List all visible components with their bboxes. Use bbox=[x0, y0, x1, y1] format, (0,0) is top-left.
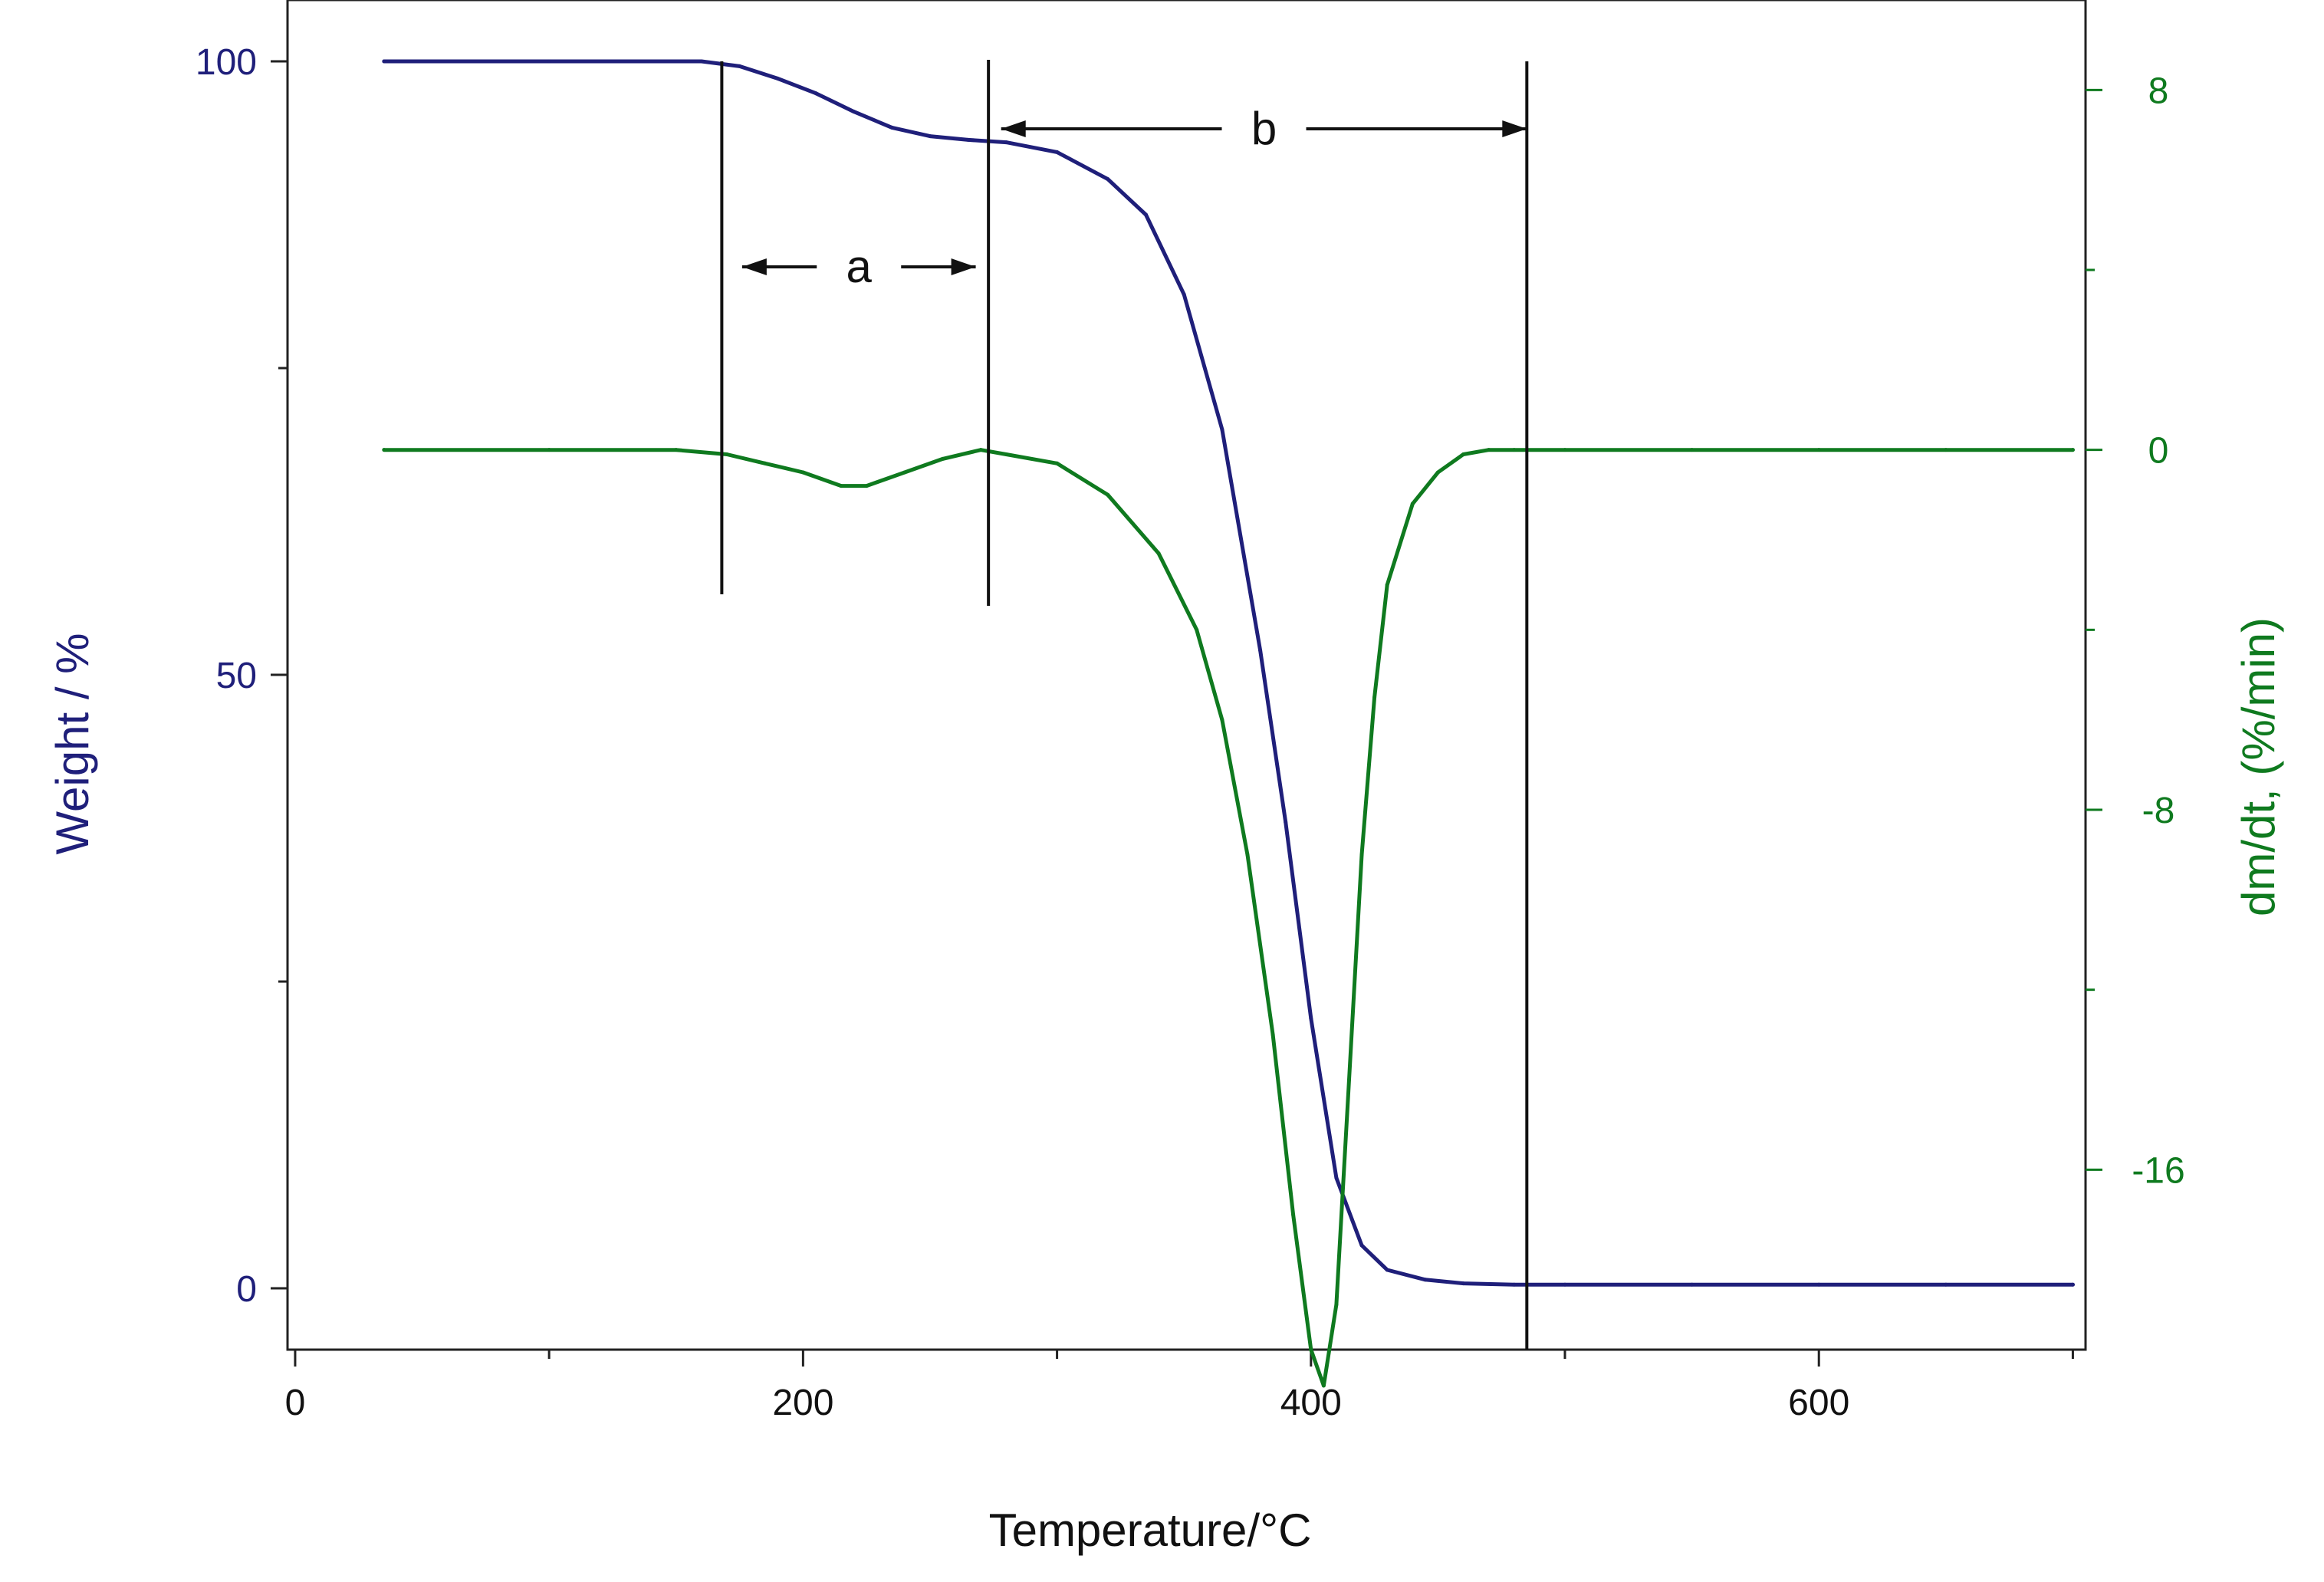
x-tick-label: 400 bbox=[1280, 1383, 1342, 1423]
dmdt-point bbox=[902, 470, 907, 475]
annotation-arrowhead-left bbox=[741, 258, 767, 275]
dmdt-point bbox=[1487, 448, 1491, 452]
dmdt-point bbox=[547, 448, 551, 452]
annotation-arrowhead-right bbox=[1502, 120, 1527, 137]
weight-point bbox=[814, 91, 818, 96]
dmdt-point bbox=[725, 452, 729, 457]
dmdt-point bbox=[1309, 1347, 1313, 1352]
dmdt-point bbox=[763, 461, 768, 465]
x-tick-label: 600 bbox=[1788, 1383, 1849, 1423]
weight-point bbox=[1816, 1282, 1821, 1287]
x-tick-label: 0 bbox=[285, 1383, 306, 1423]
weight-point bbox=[1334, 1176, 1339, 1180]
weight-series-line bbox=[382, 59, 2075, 1287]
weight-point bbox=[775, 76, 780, 81]
y-right-axis-title: dm/dt, (%/min) bbox=[2233, 617, 2284, 916]
dmdt-point bbox=[382, 448, 386, 452]
weight-point bbox=[1512, 1282, 1517, 1287]
dmdt-point bbox=[1816, 448, 1821, 452]
y-right-tick-label: -8 bbox=[2142, 791, 2175, 831]
dmdt-point bbox=[1195, 627, 1199, 632]
x-tick-label: 200 bbox=[772, 1383, 833, 1423]
dmdt-point bbox=[1245, 853, 1250, 857]
dmdt-point bbox=[1461, 452, 1466, 457]
dmdt-point bbox=[1004, 452, 1008, 457]
weight-point bbox=[382, 59, 386, 64]
series-lines bbox=[382, 59, 2075, 1388]
dmdt-point bbox=[1410, 502, 1415, 506]
weight-point bbox=[1563, 1282, 1567, 1287]
tick-labels: 0 200 400 600 0 50 100 8 0 -8 -16 bbox=[196, 42, 2185, 1423]
weight-point bbox=[928, 134, 932, 139]
weight-point bbox=[1182, 292, 1186, 297]
weight-point bbox=[1144, 212, 1149, 217]
y-right-tick-label: 0 bbox=[2148, 431, 2169, 472]
weight-point bbox=[1423, 1278, 1428, 1282]
annotation-arrowhead-right bbox=[951, 258, 976, 275]
weight-point bbox=[1220, 427, 1224, 432]
weight-point bbox=[699, 59, 704, 64]
weight-point bbox=[1359, 1243, 1364, 1248]
annotations: ab bbox=[720, 60, 1529, 1350]
y-left-tick-label: 100 bbox=[196, 42, 257, 83]
dmdt-point bbox=[1156, 551, 1161, 556]
dmdt-point bbox=[839, 484, 843, 488]
dmdt-point bbox=[2070, 448, 2075, 452]
weight-point bbox=[1284, 820, 1288, 824]
weight-point bbox=[547, 59, 551, 64]
dmdt-point bbox=[800, 470, 805, 475]
dmdt-point bbox=[978, 448, 983, 452]
weight-point bbox=[1055, 150, 1060, 154]
weight-point bbox=[2070, 1282, 2075, 1287]
dmdt-point bbox=[1321, 1383, 1326, 1388]
dmdt-point bbox=[1346, 1077, 1351, 1082]
dmdt-point bbox=[1334, 1302, 1339, 1307]
dmdt-point bbox=[1055, 461, 1060, 465]
dmdt-point bbox=[1563, 448, 1567, 452]
y-right-tick-label: 8 bbox=[2148, 71, 2169, 111]
weight-point bbox=[1258, 648, 1263, 653]
dmdt-point bbox=[864, 484, 869, 488]
tick-marks bbox=[271, 60, 2102, 1367]
weight-point bbox=[1106, 177, 1110, 182]
dmdt-point bbox=[1291, 1212, 1296, 1217]
weight-point bbox=[1690, 1282, 1695, 1287]
x-axis-title: Temperature/°C bbox=[989, 1505, 1312, 1556]
weight-point bbox=[1385, 1268, 1389, 1272]
dmdt-point bbox=[1359, 853, 1364, 857]
dmdt-point bbox=[1372, 695, 1377, 699]
weight-point bbox=[738, 64, 742, 68]
weight-point bbox=[966, 137, 971, 142]
weight-point bbox=[852, 110, 856, 114]
dmdt-point bbox=[1512, 448, 1517, 452]
dmdt-point bbox=[1220, 718, 1224, 722]
annotation-label: b bbox=[1251, 103, 1277, 154]
dmdt-point bbox=[1944, 448, 1948, 452]
weight-point bbox=[1004, 140, 1008, 145]
weight-point bbox=[1461, 1281, 1466, 1286]
dmdt-point bbox=[941, 456, 945, 461]
y-left-tick-label: 50 bbox=[216, 656, 257, 696]
annotation-arrowhead-left bbox=[1001, 120, 1026, 137]
dmdt-point bbox=[1270, 1032, 1275, 1037]
dmdt-point bbox=[674, 448, 679, 452]
dmdt-point bbox=[1385, 583, 1389, 587]
annotation-label: a bbox=[846, 241, 873, 292]
weight-point bbox=[1944, 1282, 1948, 1287]
y-left-axis-title: Weight / % bbox=[47, 633, 98, 854]
dmdt-point bbox=[1690, 448, 1695, 452]
y-left-tick-label: 0 bbox=[236, 1269, 257, 1310]
dmdt-point bbox=[1106, 492, 1110, 497]
weight-point bbox=[1309, 1016, 1313, 1021]
y-right-tick-label: -16 bbox=[2132, 1150, 2184, 1191]
dmdt-point bbox=[1435, 470, 1440, 475]
weight-point bbox=[889, 125, 894, 130]
